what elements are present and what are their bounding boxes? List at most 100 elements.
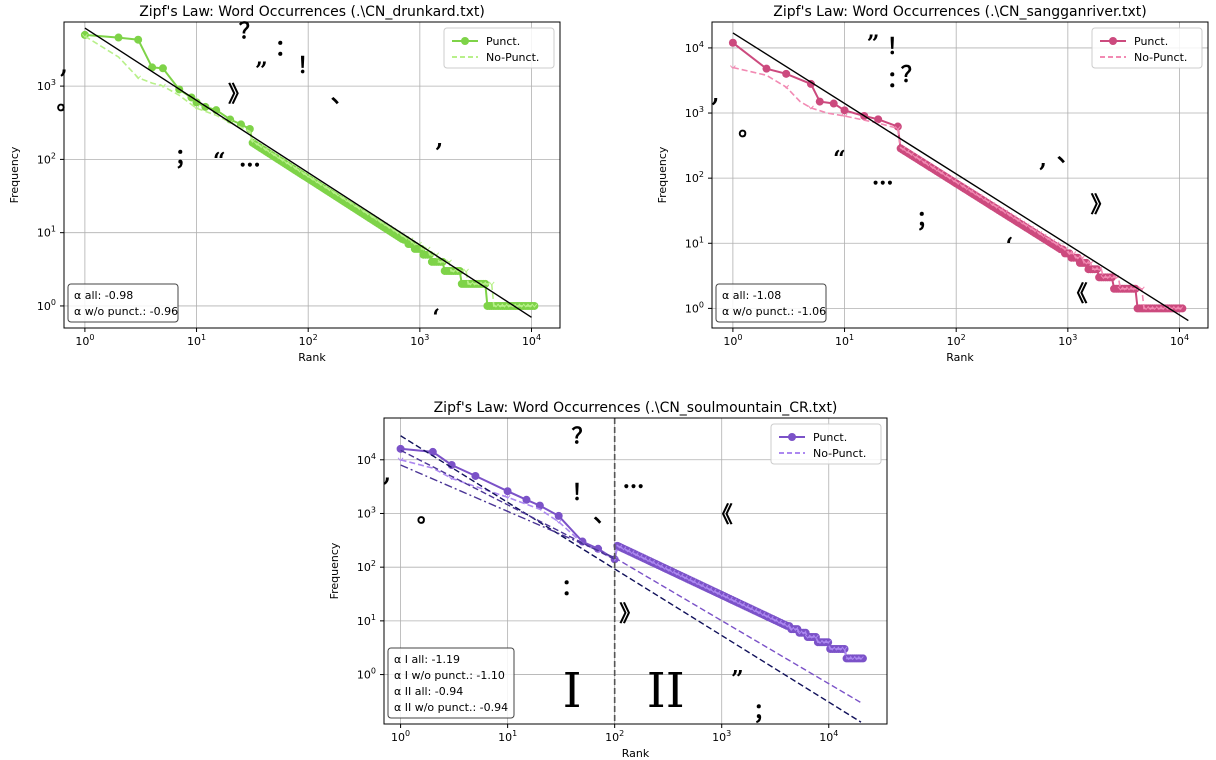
data-point — [1164, 306, 1171, 311]
annotation-label: “ — [213, 149, 226, 175]
data-point — [976, 194, 983, 199]
data-point — [1130, 286, 1137, 291]
annotation-label: “ — [833, 147, 846, 173]
data-point — [1173, 306, 1179, 311]
data-point — [929, 165, 936, 170]
legend-label: Punct. — [1134, 35, 1168, 48]
y-tick-label: 103 — [357, 505, 376, 520]
annotation-label: ？ — [571, 424, 593, 450]
region-label: II — [647, 663, 685, 719]
fit-line-2 — [400, 464, 615, 559]
y-tick-label: 104 — [685, 40, 704, 55]
data-point — [1006, 212, 1013, 217]
data-point — [649, 559, 656, 565]
fit-line-1 — [400, 435, 862, 723]
legend-marker — [461, 37, 469, 45]
axes-frame — [63, 21, 561, 329]
data-point — [1032, 228, 1038, 233]
data-point — [450, 268, 457, 273]
data-point — [989, 202, 996, 207]
data-point — [825, 639, 832, 645]
data-point — [808, 634, 815, 639]
data-point — [673, 571, 680, 576]
data-point — [840, 106, 849, 115]
data-point — [632, 552, 639, 557]
annotation-label: , — [383, 461, 391, 487]
legend-label: Punct. — [486, 35, 520, 48]
data-point — [271, 152, 277, 157]
data-point — [858, 656, 864, 661]
data-point — [829, 646, 836, 651]
data-point — [783, 84, 790, 89]
data-point — [946, 175, 953, 180]
annotation-label: ； — [753, 699, 775, 725]
legend-label: No-Punct. — [1134, 51, 1187, 64]
annotation-label: … — [872, 164, 894, 190]
data-point — [690, 579, 696, 584]
annotation-label: , — [1039, 147, 1047, 173]
data-point — [326, 187, 333, 192]
data-point — [959, 183, 966, 188]
plot-area — [80, 27, 539, 318]
legend-label: Punct. — [813, 431, 847, 444]
legend-label: No-Punct. — [486, 51, 539, 64]
x-tick-label: 100 — [75, 333, 94, 348]
chart-title: Zipf's Law: Word Occurrences (.\CN_sangg… — [773, 4, 1146, 20]
data-point — [437, 259, 444, 264]
y-tick-label: 102 — [357, 559, 376, 574]
data-point — [1143, 306, 1149, 311]
x-axis-label: Rank — [298, 351, 326, 364]
data-point — [808, 105, 814, 110]
data-point — [993, 204, 1000, 209]
data-point — [792, 626, 799, 631]
data-point — [1019, 220, 1026, 225]
stats-box: α I all: -1.19 α I w/o punct.: -1.10 α II … — [387, 647, 515, 719]
data-point — [1126, 286, 1132, 291]
data-point — [951, 178, 957, 183]
x-tick-label: 100 — [723, 333, 742, 348]
data-point — [804, 634, 811, 639]
data-point — [1151, 306, 1158, 311]
stat-label: α w/o punct.: -0.96 — [74, 305, 178, 318]
data-point — [1138, 286, 1145, 291]
y-tick-label: 104 — [357, 452, 376, 467]
data-point — [657, 563, 664, 568]
y-tick-label: 101 — [37, 225, 56, 240]
data-point — [755, 610, 762, 615]
annotation-label: ‘ — [1006, 233, 1014, 259]
data-point — [1160, 306, 1167, 311]
x-tick-label: 102 — [605, 729, 624, 744]
data-point — [1027, 225, 1034, 230]
x-tick-label: 103 — [712, 729, 731, 744]
data-point — [531, 303, 538, 308]
data-point — [407, 237, 414, 242]
data-point — [262, 146, 269, 152]
data-point — [751, 608, 758, 613]
y-tick-label: 102 — [685, 170, 704, 185]
data-point — [501, 303, 508, 308]
data-point — [318, 181, 324, 187]
data-point — [1062, 246, 1068, 252]
data-point — [82, 33, 88, 38]
data-point — [702, 585, 709, 590]
data-point — [682, 575, 688, 580]
legend-marker — [788, 433, 796, 441]
data-point — [661, 565, 668, 570]
data-point — [554, 511, 563, 520]
annotation-label: … — [623, 468, 645, 494]
data-point — [812, 634, 819, 639]
data-point — [985, 199, 992, 204]
data-point — [480, 281, 487, 286]
data-point — [934, 167, 940, 172]
data-point — [731, 598, 737, 603]
x-tick-label: 100 — [391, 729, 410, 744]
data-point — [899, 146, 906, 151]
stats-frame — [715, 283, 827, 323]
data-point — [620, 546, 627, 551]
stats-frame — [67, 283, 179, 323]
y-tick-label: 100 — [685, 300, 704, 315]
data-point — [555, 519, 562, 524]
data-point — [249, 138, 256, 144]
annotation-label: ： — [887, 67, 909, 93]
